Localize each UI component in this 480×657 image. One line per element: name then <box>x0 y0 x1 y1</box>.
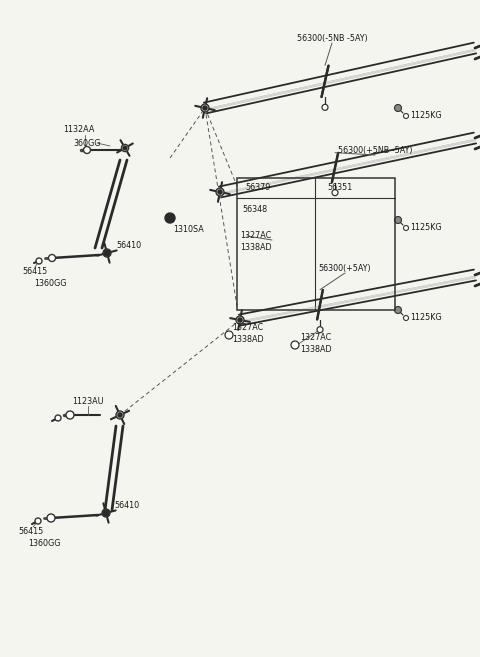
Circle shape <box>218 190 222 194</box>
Circle shape <box>317 327 323 332</box>
Circle shape <box>66 411 74 419</box>
Text: 1125KG: 1125KG <box>410 313 442 321</box>
Circle shape <box>225 331 233 339</box>
Text: 56415: 56415 <box>22 267 47 275</box>
Circle shape <box>103 510 109 516</box>
Bar <box>237 178 395 310</box>
Circle shape <box>404 225 408 231</box>
Circle shape <box>236 316 244 324</box>
Circle shape <box>291 341 299 349</box>
Circle shape <box>121 145 129 152</box>
Circle shape <box>103 249 111 257</box>
Circle shape <box>55 415 61 421</box>
Circle shape <box>216 188 224 196</box>
Circle shape <box>102 509 110 517</box>
Text: 1132AA: 1132AA <box>63 125 95 135</box>
Text: 56348: 56348 <box>242 206 267 214</box>
Text: 1338AD: 1338AD <box>240 244 272 252</box>
Circle shape <box>201 104 209 112</box>
Text: 56351: 56351 <box>327 183 352 193</box>
Circle shape <box>118 413 122 417</box>
Circle shape <box>238 318 242 322</box>
Circle shape <box>36 258 42 264</box>
Text: 56415: 56415 <box>18 526 43 535</box>
Circle shape <box>404 315 408 321</box>
Text: 1123AU: 1123AU <box>72 397 104 407</box>
Text: 1338AD: 1338AD <box>232 334 264 344</box>
Text: 360GG: 360GG <box>73 139 100 148</box>
Circle shape <box>395 307 401 313</box>
Text: 56300(+5NB -5AY): 56300(+5NB -5AY) <box>338 145 412 154</box>
Circle shape <box>404 114 408 118</box>
Text: 56410: 56410 <box>116 240 141 250</box>
Circle shape <box>165 213 175 223</box>
Text: 1327AC: 1327AC <box>300 334 331 342</box>
Circle shape <box>35 518 41 524</box>
Circle shape <box>47 514 55 522</box>
Circle shape <box>104 511 108 515</box>
Text: 1125KG: 1125KG <box>410 110 442 120</box>
Circle shape <box>203 106 207 110</box>
Text: 1125KG: 1125KG <box>410 223 442 231</box>
Circle shape <box>48 254 56 261</box>
Text: 1310SA: 1310SA <box>173 225 204 235</box>
Circle shape <box>322 104 328 110</box>
Text: 1338AD: 1338AD <box>300 346 332 355</box>
Circle shape <box>104 250 110 256</box>
Text: 1360GG: 1360GG <box>34 279 67 288</box>
Text: 1360GG: 1360GG <box>28 539 60 547</box>
Circle shape <box>123 147 127 150</box>
Circle shape <box>105 251 109 255</box>
Text: 56379: 56379 <box>245 183 270 193</box>
Circle shape <box>395 104 401 112</box>
Circle shape <box>84 147 91 154</box>
Text: 56300(+5AY): 56300(+5AY) <box>319 263 372 273</box>
Text: 56300(-5NB -5AY): 56300(-5NB -5AY) <box>297 34 367 43</box>
Text: 56410: 56410 <box>114 501 139 509</box>
Circle shape <box>116 411 124 419</box>
Text: 1327AC: 1327AC <box>240 231 271 240</box>
Circle shape <box>395 217 401 223</box>
Circle shape <box>332 190 338 196</box>
Text: 1327AC: 1327AC <box>232 323 263 332</box>
